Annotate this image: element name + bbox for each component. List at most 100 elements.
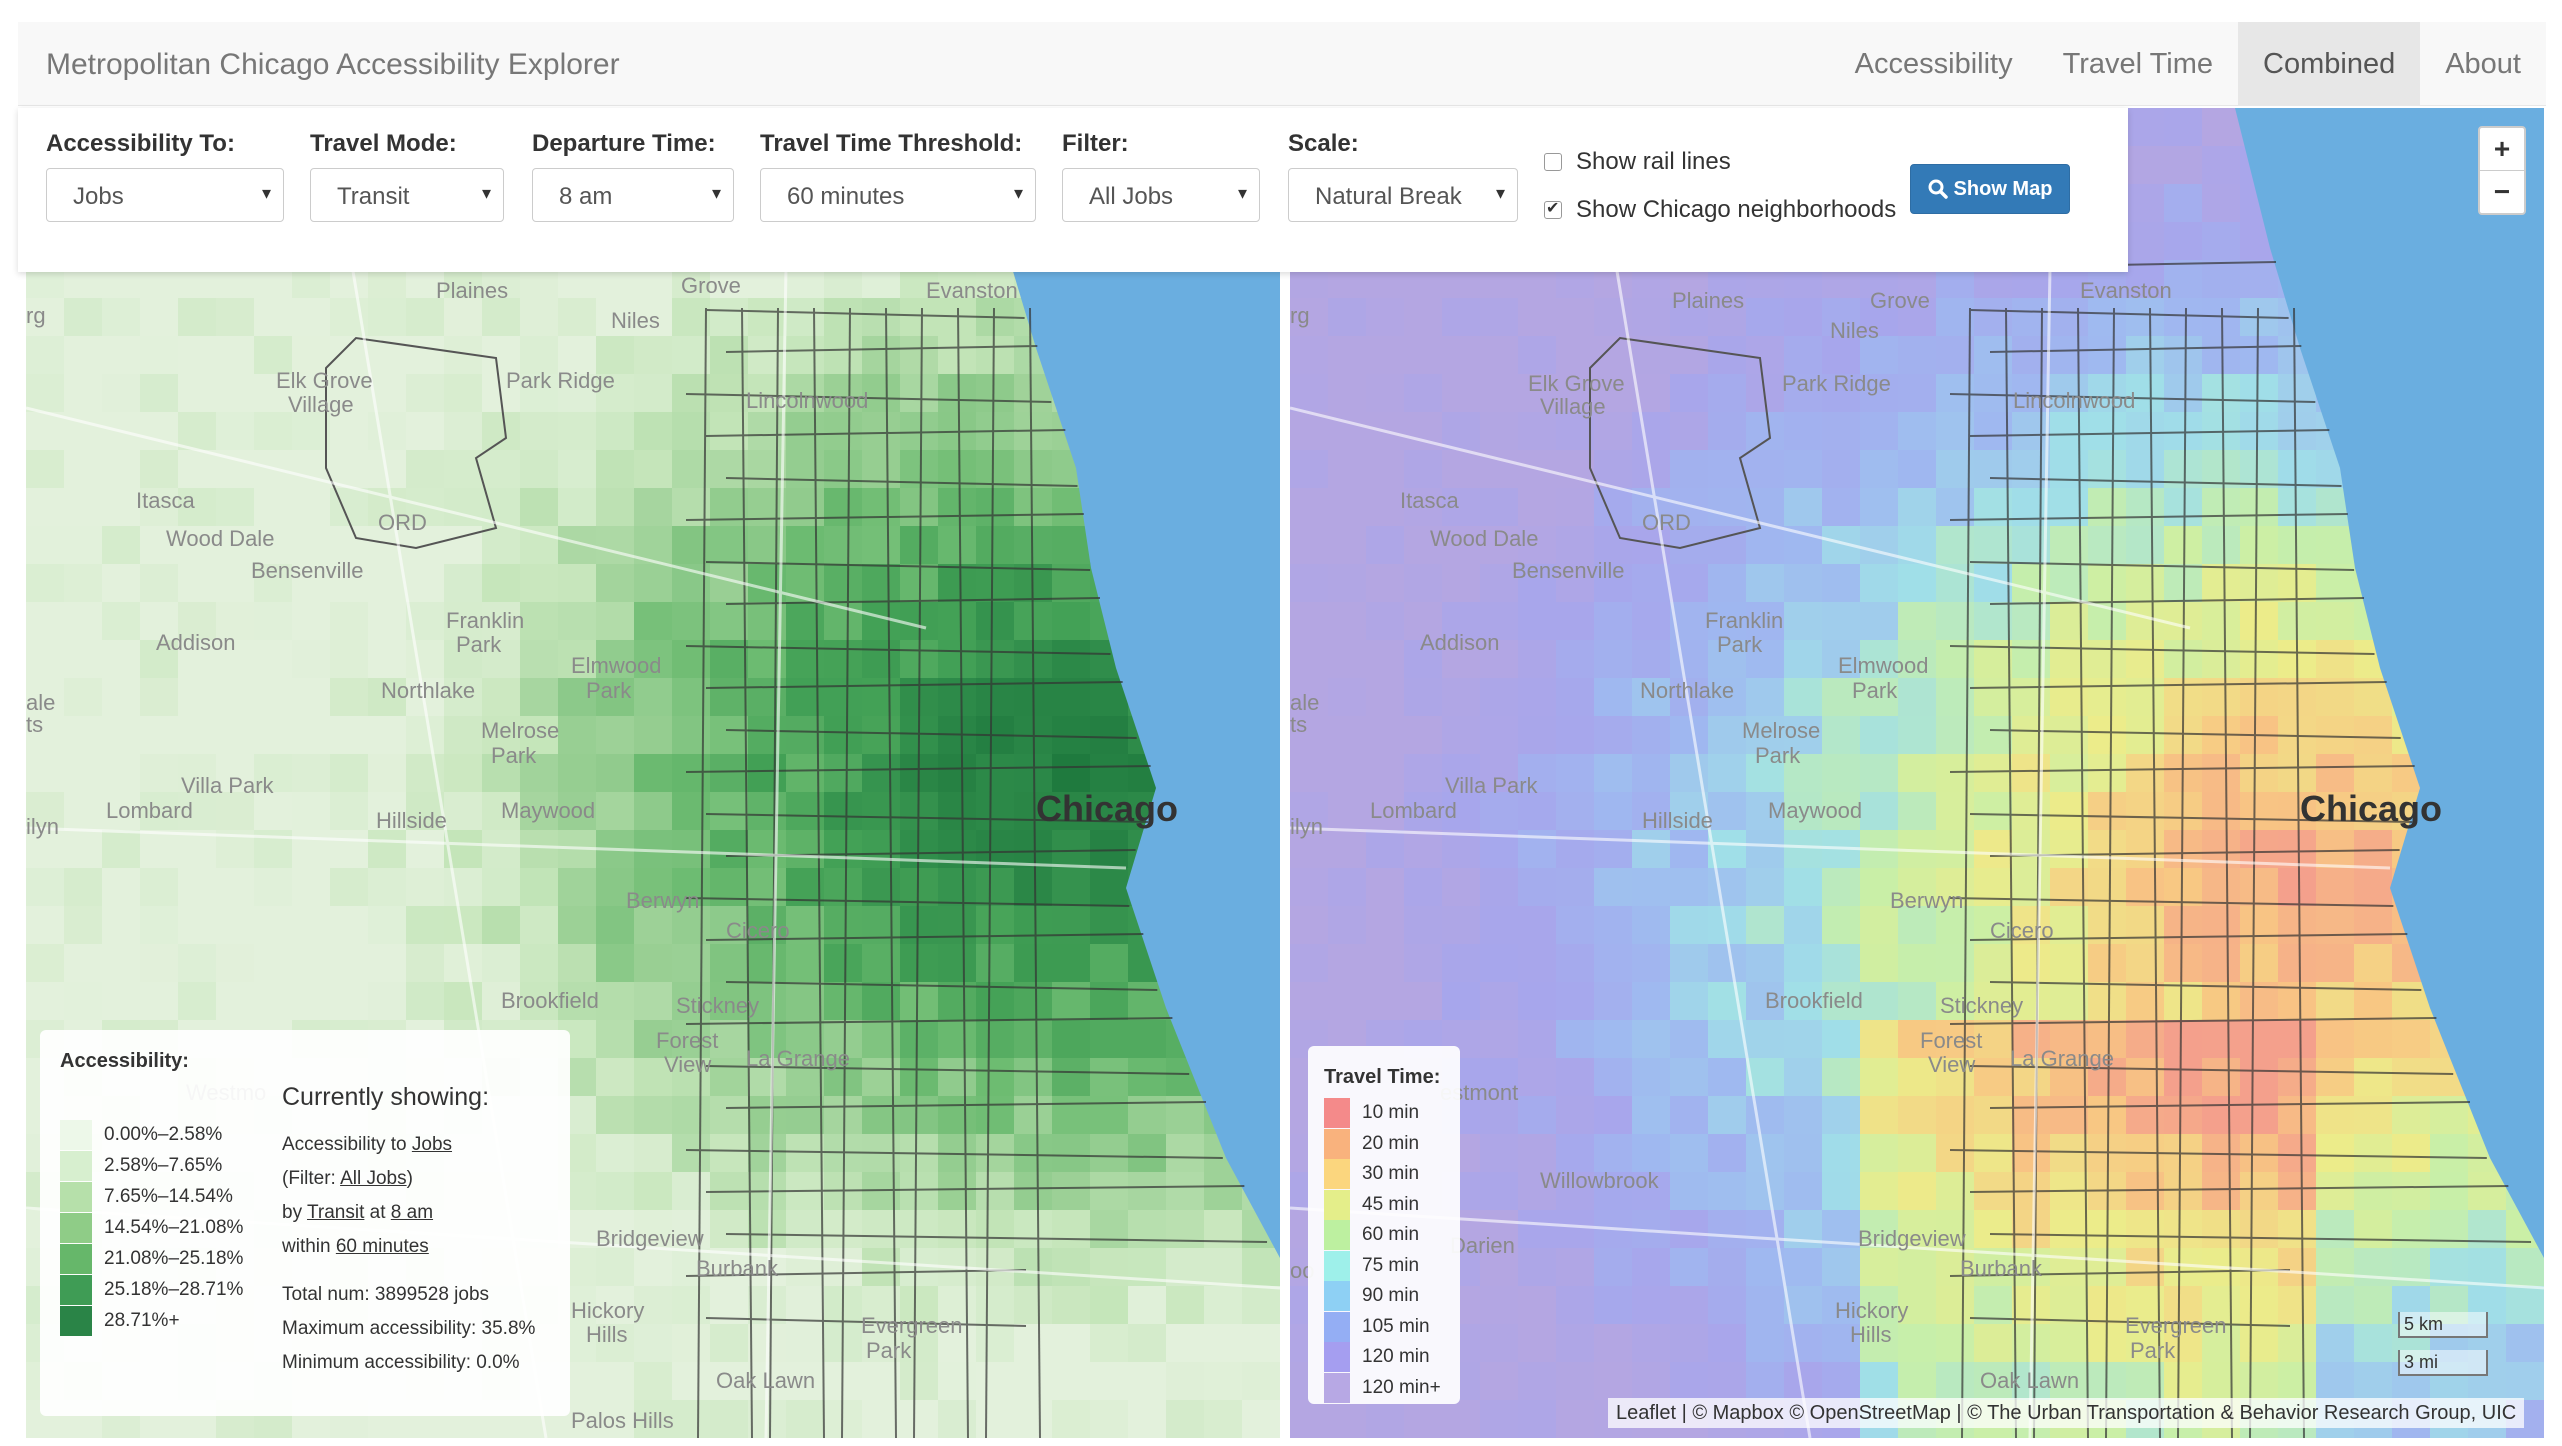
all-jobs-link[interactable]: All Jobs [340, 1168, 407, 1189]
travel-time-legend-title: Travel Time: [1324, 1066, 1441, 1088]
place-label: Brookfield [501, 988, 599, 1013]
place-label: ale [26, 690, 56, 715]
place-label: Maywood [1768, 798, 1863, 823]
legend-swatch [60, 1182, 92, 1212]
place-label: Northlake [1640, 678, 1735, 703]
place-label: Cicero [1990, 918, 2054, 943]
place-label: Elmwood [571, 653, 662, 678]
zoom-control: + − [2478, 126, 2526, 215]
place-label: Stickney [676, 993, 760, 1018]
place-label: Addison [1420, 630, 1500, 655]
accessibility-to-select[interactable]: Jobs ▾ [46, 168, 284, 222]
place-label: ilyn [1290, 814, 1324, 839]
place-label: Grove [1870, 288, 1930, 313]
place-label: Lombard [1370, 798, 1457, 823]
scale-select[interactable]: Natural Break ▾ [1288, 168, 1518, 222]
transit-link[interactable]: Transit [307, 1202, 365, 1223]
navbar: Metropolitan Chicago Accessibility Explo… [18, 22, 2546, 106]
legend-label: 120 min+ [1362, 1376, 1441, 1398]
place-label: Elmwood [1838, 653, 1929, 678]
place-label: La Grange [2010, 1046, 2114, 1071]
place-label: Chicago [2300, 788, 2443, 829]
jobs-link[interactable]: Jobs [411, 1134, 453, 1155]
departure-link[interactable]: 8 am [390, 1202, 434, 1223]
place-label: Berwyn [1890, 888, 1964, 913]
legend-label: 60 min [1362, 1224, 1420, 1245]
legend-label: 2.58%–7.65% [104, 1155, 223, 1176]
travel-time-map[interactable]: ettePlainesNilesGroveEvanstonElk GroveVi… [1290, 108, 2544, 1438]
place-label: Melrose [481, 718, 560, 743]
departure-time-select[interactable]: 8 am ▾ [532, 168, 734, 222]
chevron-down-icon: ▾ [261, 183, 271, 203]
showing-target-line: Accessibility to Jobs [282, 1134, 453, 1155]
departure-time-label: Departure Time: [532, 130, 716, 157]
min-accessibility: Minimum accessibility: 0.0% [282, 1352, 520, 1373]
place-label: Hillside [1642, 808, 1713, 833]
legend-label: 25.18%–28.71% [104, 1279, 244, 1300]
place-label: Hillside [376, 808, 447, 833]
accessibility-to-label: Accessibility To: [46, 130, 235, 157]
chevron-down-icon: ▾ [711, 183, 721, 203]
place-label: View [1928, 1052, 1976, 1077]
place-label: Villa Park [1445, 773, 1538, 798]
nav-about[interactable]: About [2445, 48, 2521, 80]
place-label: Elk Grove [1528, 371, 1625, 396]
place-label: Forest [1920, 1028, 1983, 1053]
zoom-out-button[interactable]: − [2480, 170, 2524, 213]
currently-showing-title: Currently showing: [282, 1083, 490, 1111]
legend-item: 90 min [1324, 1281, 1419, 1311]
place-label: Niles [1830, 318, 1879, 343]
legend-label: 7.65%–14.54% [104, 1186, 233, 1207]
show-map-button[interactable]: Show Map [1910, 164, 2070, 214]
legend-item: 120 min+ [1324, 1372, 1441, 1403]
legend-item: 20 min [1324, 1128, 1419, 1159]
threshold-select[interactable]: 60 minutes ▾ [760, 168, 1036, 222]
place-label: Oak Lawn [1980, 1368, 2080, 1393]
nav-travel-time[interactable]: Travel Time [2062, 48, 2214, 80]
search-icon [1928, 179, 1948, 199]
place-label: La Grange [746, 1046, 850, 1071]
legend-item: 120 min [1324, 1342, 1430, 1372]
place-label: Darien [1450, 1233, 1515, 1258]
legend-label: 45 min [1362, 1193, 1420, 1215]
threshold-control: Travel Time Threshold: 60 minutes ▾ [760, 130, 1036, 222]
scale-bar-km: 5 km [2398, 1312, 2488, 1338]
legend-swatch [1324, 1159, 1350, 1189]
legend-item: 45 min [1324, 1189, 1420, 1220]
place-label: ts [1290, 712, 1308, 737]
show-neighborhoods-checkbox[interactable] [1544, 198, 1562, 219]
zoom-in-button[interactable]: + [2493, 133, 2511, 164]
showing-mode-line: by Transit at 8 am [282, 1202, 434, 1223]
travel-mode-select[interactable]: Transit ▾ [310, 168, 504, 222]
map-attribution: Leaflet | © Mapbox © OpenStreetMap | © T… [1608, 1398, 2525, 1428]
legend-item: 7.65%–14.54% [60, 1182, 233, 1212]
place-label: Park [491, 743, 537, 768]
currently-showing-panel: Currently showing: Accessibility to Jobs… [282, 1080, 535, 1380]
showing-filter-line: (Filter: All Jobs) [282, 1168, 413, 1189]
filter-control: Filter: All Jobs ▾ [1062, 130, 1260, 222]
place-label: Brookfield [1765, 988, 1863, 1013]
map-divider [1280, 108, 1290, 1438]
legend-swatch [1324, 1342, 1350, 1372]
nav-combined[interactable]: Combined [2238, 22, 2421, 106]
legend-item: 0.00%–2.58% [60, 1120, 222, 1150]
place-label: Lincolnwood [2013, 388, 2136, 413]
place-label: ale [1290, 690, 1320, 715]
control-panel: Accessibility To: Jobs ▾ Travel Mode: Tr… [18, 108, 2128, 272]
show-rail-lines-checkbox[interactable] [1544, 153, 1562, 171]
filter-select[interactable]: All Jobs ▾ [1062, 168, 1260, 222]
app-title[interactable]: Metropolitan Chicago Accessibility Explo… [46, 48, 620, 81]
threshold-link[interactable]: 60 minutes [335, 1236, 429, 1257]
legend-label: 120 min [1362, 1346, 1430, 1367]
show-neighborhoods-option[interactable]: Show Chicago neighborhoods [1544, 196, 1896, 224]
legend-item: 60 min [1324, 1220, 1419, 1250]
nav-accessibility[interactable]: Accessibility [1854, 48, 2013, 80]
travel-time-map-canvas [1290, 108, 2544, 1438]
show-rail-lines-option[interactable]: Show rail lines [1544, 148, 1731, 176]
departure-time-control: Departure Time: 8 am ▾ [532, 130, 734, 222]
place-label: Park [1717, 632, 1763, 657]
threshold-label: Travel Time Threshold: [760, 130, 1023, 157]
legend-swatch [60, 1151, 92, 1181]
legend-swatch [60, 1120, 92, 1150]
place-label: Evanston [926, 278, 1018, 303]
